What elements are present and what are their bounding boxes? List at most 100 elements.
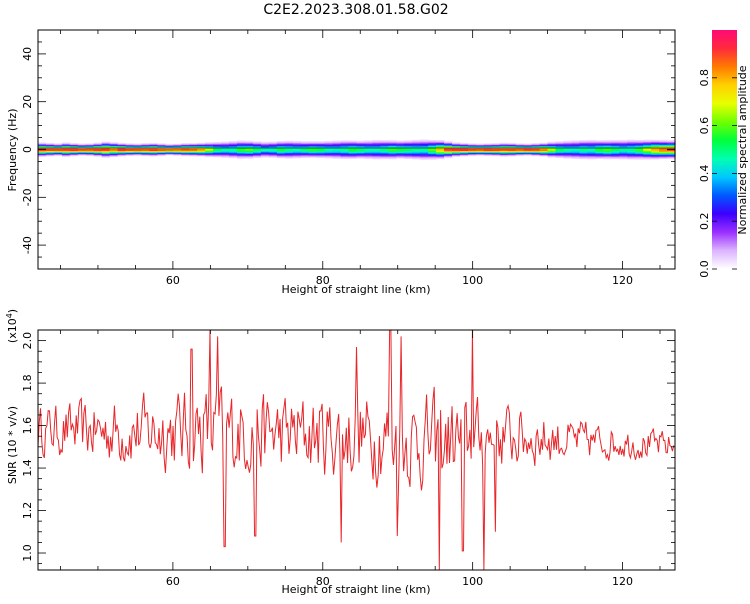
spectrogram-cell (595, 146, 604, 148)
spectrogram-y-tick-label: 40 (21, 47, 34, 61)
spectrogram-cell (539, 152, 549, 154)
spectrogram-cell (229, 145, 238, 147)
spectrogram-cell (93, 144, 103, 146)
spectrogram-cell (643, 144, 652, 146)
spectrogram-cell (149, 149, 159, 151)
spectrogram-cell (149, 154, 159, 155)
spectrogram-cell (515, 147, 525, 148)
spectrogram-cell (117, 149, 127, 151)
spectrogram-cell (276, 151, 286, 153)
spectrogram-cell (348, 146, 358, 148)
spectrogram-cell (627, 145, 636, 147)
spectrogram-cell (45, 154, 55, 155)
spectrogram-cell (117, 142, 127, 144)
spectrogram-cell (69, 143, 79, 144)
spectrogram-cell (268, 146, 278, 148)
spectrogram-cell (412, 141, 421, 143)
spectrogram-cell (436, 145, 445, 147)
spectrogram-cell (197, 142, 206, 144)
spectrogram-cell (181, 151, 190, 153)
spectrogram-cell (507, 143, 517, 145)
spectrogram-cell (284, 143, 294, 145)
spectrogram-cell (452, 154, 461, 156)
spectrogram-cell (300, 146, 310, 147)
spectrogram-cell (93, 150, 103, 152)
spectrogram-cell (499, 146, 509, 147)
spectrogram-cell (643, 145, 652, 147)
spectrogram-cell (635, 152, 644, 154)
spectrogram-cell (436, 153, 445, 155)
spectrogram-cell (555, 148, 565, 150)
spectrogram-cell (237, 143, 246, 145)
colorbar-tick-label: 0.2 (698, 212, 711, 230)
spectrogram-cell (197, 148, 206, 149)
spectrogram-cell (324, 144, 334, 146)
spectrogram-cell (579, 148, 589, 150)
spectrogram-cell (324, 143, 334, 145)
spectrogram-cell (340, 150, 350, 152)
spectrogram-cell (475, 146, 485, 148)
spectrogram-cell (483, 146, 493, 147)
spectrogram-cell (571, 144, 581, 146)
spectrogram-cell (507, 145, 517, 147)
spectrogram-cell (587, 145, 596, 147)
spectrogram-cell (444, 154, 453, 156)
spectrogram-cell (444, 153, 453, 155)
spectrogram-cell (213, 148, 222, 150)
spectrogram-cell (221, 142, 230, 144)
spectrogram-cell (157, 153, 166, 155)
spectrogram-cell (221, 154, 230, 155)
spectrogram-cell (364, 156, 374, 158)
spectrogram-cell (555, 157, 565, 158)
spectrogram-cell (245, 144, 254, 146)
spectrogram-cell (491, 152, 501, 154)
spectrogram-cell (563, 145, 573, 147)
spectrogram-cell (205, 153, 214, 155)
spectrogram-cell (364, 140, 374, 142)
spectrogram-cell (260, 143, 270, 145)
spectrogram-cell (555, 156, 565, 158)
spectrogram-cell (213, 155, 222, 157)
spectrogram-cell (627, 158, 636, 160)
spectrogram-cell (165, 145, 174, 147)
spectrogram-cell (149, 153, 159, 155)
spectrogram-cell (101, 143, 111, 145)
spectrogram-cell (69, 154, 79, 156)
spectrogram-cell (475, 150, 485, 151)
spectrogram-cell (667, 147, 676, 149)
spectrogram-cell (85, 153, 95, 154)
spectrogram-cell (555, 144, 565, 146)
spectrogram-cell (93, 156, 103, 157)
snr-x-tick-label: 60 (166, 575, 180, 588)
spectrogram-cell (292, 155, 302, 157)
spectrogram-cell (85, 143, 95, 144)
spectrogram-cell (643, 140, 652, 142)
spectrogram-cell (436, 142, 445, 144)
spectrogram-cell (316, 152, 326, 154)
spectrogram-cell (45, 145, 55, 147)
spectrogram-cell (109, 155, 119, 157)
spectrogram-cell (101, 151, 111, 152)
spectrogram-cell (444, 144, 453, 146)
spectrogram-cell (229, 153, 238, 154)
spectrogram-cell (173, 145, 182, 146)
spectrogram-cell (229, 141, 238, 143)
spectrogram-cell (444, 143, 453, 145)
spectrogram-cell (452, 145, 461, 146)
spectrogram-cell (507, 150, 517, 152)
snr-scale-factor: (x104) (5, 309, 19, 343)
spectrogram-cell (45, 154, 55, 156)
spectrogram-cell (252, 148, 262, 150)
spectrogram-cell (229, 146, 238, 148)
spectrogram-cell (388, 158, 397, 160)
spectrogram-cell (467, 154, 477, 156)
spectrogram-cell (165, 145, 174, 147)
spectrogram-cell (109, 142, 119, 144)
spectrogram-cell (260, 153, 270, 155)
spectrogram-cell (595, 144, 604, 146)
spectrogram-cell (523, 143, 533, 145)
spectrogram-cell (475, 143, 485, 145)
spectrogram-cell (300, 146, 310, 148)
spectrogram-cell (173, 151, 182, 153)
spectrogram-cell (491, 143, 501, 145)
